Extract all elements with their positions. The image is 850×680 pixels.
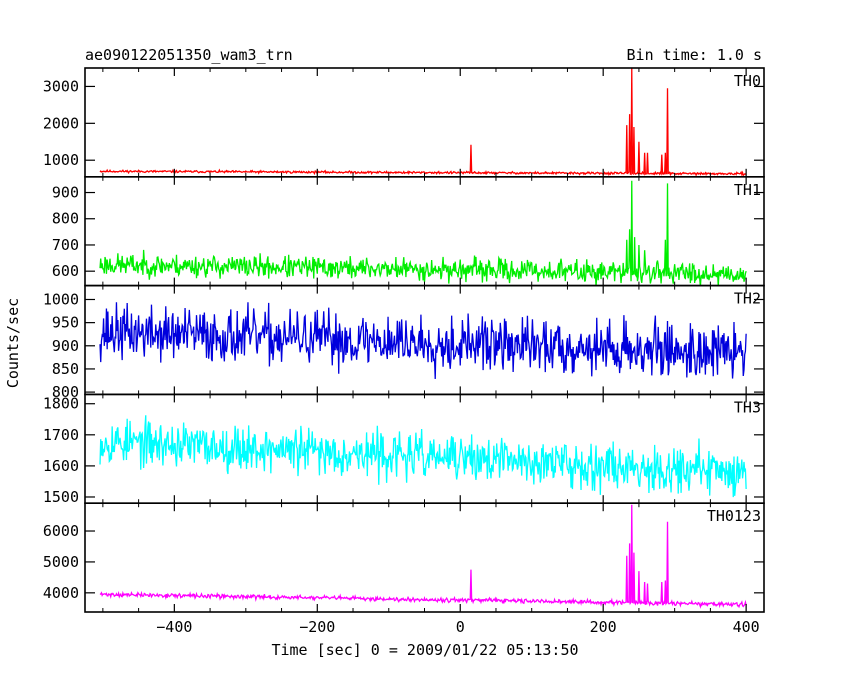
panel-th0123: 4000 5000 6000 TH0123 <box>43 502 765 613</box>
y-tick-label: 1000 <box>43 290 79 308</box>
x-axis-label: Time [sec] 0 = 2009/01/22 05:13:50 <box>271 641 578 659</box>
y-tick-label: 6000 <box>43 522 79 540</box>
y-tick-label: 1000 <box>43 151 79 169</box>
y-tick-label: 5000 <box>43 553 79 571</box>
y-tick-label: 700 <box>52 236 79 254</box>
series-th2 <box>99 302 747 379</box>
x-tick-label: 200 <box>590 618 617 636</box>
y-tick-label: 1500 <box>43 488 79 506</box>
y-tick-label: 900 <box>52 184 79 202</box>
y-tick-label: 900 <box>52 337 79 355</box>
panel-name-label: TH1 <box>734 181 761 199</box>
x-tick-label: 0 <box>456 618 465 636</box>
panel-name-label: TH0 <box>734 72 761 90</box>
panel-frame <box>84 393 765 504</box>
chart-title: ae090122051350_wam3_trn <box>85 46 293 64</box>
panel-group: 1000 2000 3000 TH0 600 700 800 900 TH1 800 850 900 9… <box>43 67 765 613</box>
y-tick-label: 1800 <box>43 395 79 413</box>
series-th0123 <box>99 504 747 609</box>
panel-name-label: TH2 <box>734 290 761 308</box>
panel-name-label: TH0123 <box>707 507 761 525</box>
y-tick-label: 1600 <box>43 457 79 475</box>
x-axis: −400 −200 0 200 400 <box>156 618 759 636</box>
x-tick-label: 400 <box>733 618 760 636</box>
series-th1 <box>99 180 747 286</box>
bin-time-label: Bin time: 1.0 s <box>627 46 762 64</box>
y-tick-label: 600 <box>52 262 79 280</box>
y-axis-label: Counts/sec <box>4 298 22 388</box>
series-th3 <box>99 415 747 498</box>
y-tick-label: 950 <box>52 314 79 332</box>
y-tick-label: 2000 <box>43 114 79 132</box>
y-tick-label: 850 <box>52 360 79 378</box>
y-tick-label: 4000 <box>43 584 79 602</box>
y-tick-label: 800 <box>52 383 79 401</box>
y-tick-label: 800 <box>52 210 79 228</box>
panel-th0: 1000 2000 3000 TH0 <box>43 67 765 178</box>
x-tick-label: −400 <box>156 618 192 636</box>
x-tick-label: −200 <box>299 618 335 636</box>
y-tick-label: 1700 <box>43 426 79 444</box>
panel-th3: 1500 1600 1700 1800 TH3 <box>43 393 765 506</box>
panel-th2: 800 850 900 950 1000 TH2 <box>43 284 765 401</box>
panel-th1: 600 700 800 900 TH1 <box>52 176 765 287</box>
panel-name-label: TH3 <box>734 398 761 416</box>
y-tick-label: 3000 <box>43 77 79 95</box>
series-th0 <box>99 68 747 177</box>
